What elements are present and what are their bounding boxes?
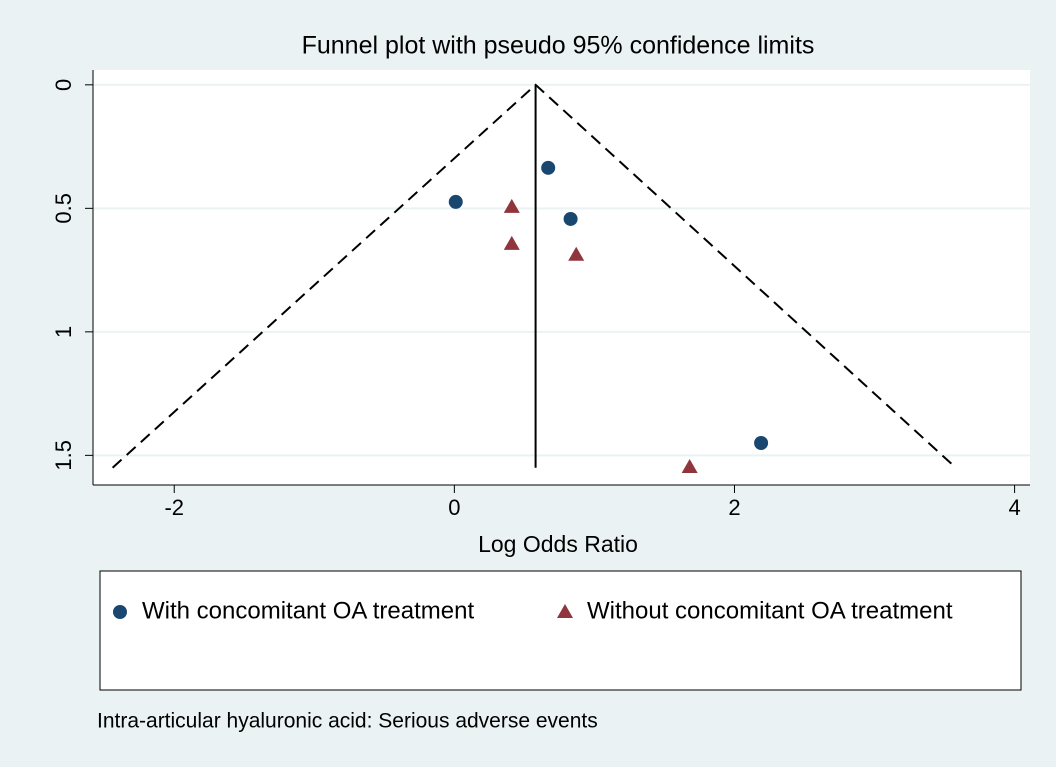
- y-tick-label: 1: [51, 326, 76, 338]
- x-tick-label: -2: [164, 495, 184, 520]
- x-tick-label: 4: [1008, 495, 1020, 520]
- legend-marker: [113, 605, 127, 619]
- plot-area: [93, 70, 1030, 485]
- legend-box: [99, 570, 1022, 691]
- point: [568, 246, 585, 261]
- y-tick-label: 1.5: [51, 440, 76, 471]
- point: [563, 211, 578, 226]
- chart-title: Funnel plot with pseudo 95% confidence l…: [302, 32, 815, 60]
- point: [503, 198, 520, 213]
- y-tick-label: 0: [51, 79, 76, 91]
- point: [681, 458, 698, 473]
- note: Intra-articular hyaluronic acid: Serious…: [97, 710, 598, 733]
- legend-label: With concomitant OA treatment: [142, 597, 474, 624]
- point: [754, 436, 769, 451]
- x-tick-label: 2: [728, 495, 740, 520]
- x-axis-label: Log Odds Ratio: [478, 531, 638, 557]
- y-tick-label: 0.5: [51, 193, 76, 224]
- point: [448, 194, 463, 209]
- x-tick-label: 0: [448, 495, 460, 520]
- legend-marker: [557, 604, 573, 618]
- point: [503, 235, 520, 250]
- point: [541, 160, 556, 175]
- legend-label: Without concomitant OA treatment: [587, 597, 953, 624]
